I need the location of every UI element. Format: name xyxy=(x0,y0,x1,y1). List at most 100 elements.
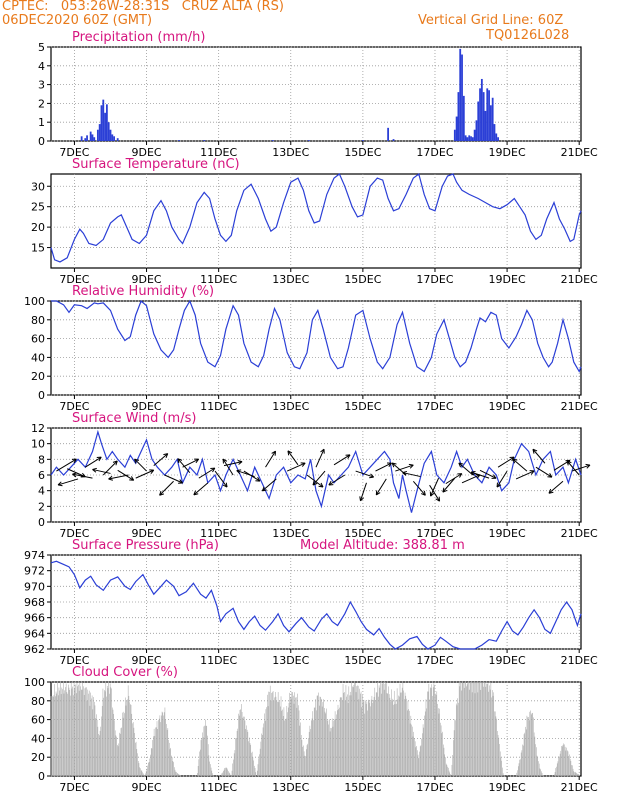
cloud-bar xyxy=(151,748,153,776)
pressure-ytick-label: 962 xyxy=(24,643,45,656)
pressure-xtick-label: 13DEC xyxy=(272,654,309,667)
precip-bar xyxy=(109,129,112,141)
cloud-bar xyxy=(418,758,420,776)
cloud-bar xyxy=(261,733,262,776)
cloud-bar xyxy=(381,683,383,776)
pressure-xtick-label: 7DEC xyxy=(59,654,89,667)
cloud-bar xyxy=(430,687,432,776)
wind-vector xyxy=(479,469,497,479)
temp-ytick-label: 20 xyxy=(31,221,45,234)
cloud-bar xyxy=(360,691,362,776)
cloud-bar xyxy=(476,682,478,776)
cloud-bar xyxy=(114,720,115,776)
cloud-bar xyxy=(179,775,181,776)
cloud-bar xyxy=(391,700,393,776)
cloud-bar xyxy=(142,772,143,776)
cloud-bar xyxy=(574,771,576,776)
precip-title: Precipitation (mm/h) xyxy=(72,30,205,45)
cloud-bar xyxy=(229,773,231,776)
precip-ytick-label: 3 xyxy=(38,79,45,92)
cloud-bar xyxy=(87,689,89,776)
cloud-bar xyxy=(108,682,109,776)
wind-vector xyxy=(164,474,183,484)
cloud-bar xyxy=(443,747,445,776)
cloud-bar xyxy=(296,707,298,776)
wind-ytick-label: 2 xyxy=(38,500,45,513)
cloud-bar xyxy=(249,743,251,776)
cloud-bar xyxy=(355,692,357,776)
rh-xtick-label: 7DEC xyxy=(59,400,89,413)
wind-vector-head xyxy=(96,456,102,462)
cloud-bar xyxy=(420,745,422,776)
temp-xtick-label: 7DEC xyxy=(59,273,89,286)
pressure-xtick-label: 11DEC xyxy=(200,654,237,667)
cloud-bar xyxy=(140,768,141,776)
wind-vector-head xyxy=(491,474,497,479)
cloud-bar xyxy=(404,699,405,776)
cloud-bar xyxy=(430,687,431,776)
cloud-bar xyxy=(236,737,237,776)
cloud-bar xyxy=(143,774,145,776)
cloud-bar xyxy=(282,715,284,776)
cloud-bar xyxy=(409,723,411,776)
cloud-bar xyxy=(57,695,59,776)
precip-bar xyxy=(489,105,492,141)
cloud-bar xyxy=(531,713,533,776)
wind-vector xyxy=(395,464,414,472)
cloud-bar xyxy=(336,714,337,776)
cloud-bar xyxy=(96,714,97,776)
cloud-bar xyxy=(523,734,525,776)
cloud-bar xyxy=(363,699,365,776)
cloud-bar xyxy=(135,741,137,776)
cloud-bar xyxy=(54,684,55,776)
cloud-bar xyxy=(451,764,453,776)
wind-title: Surface Wind (m/s) xyxy=(72,411,196,426)
cloud-bar xyxy=(308,738,309,776)
cloud-bar xyxy=(110,687,112,776)
cloud-bar xyxy=(577,774,579,776)
cloud-bar xyxy=(468,689,470,776)
cloud-bar xyxy=(419,746,421,776)
cloud-bar xyxy=(198,759,200,776)
cloud-bar xyxy=(179,774,180,776)
cloud-bar xyxy=(197,772,198,776)
cloud-bar xyxy=(358,699,360,776)
cloud-title: Cloud Cover (%) xyxy=(72,665,178,680)
cloud-bar xyxy=(462,682,464,776)
cloud-bar xyxy=(332,726,334,776)
cloud-bar xyxy=(134,732,135,776)
wind-vector xyxy=(262,478,277,492)
cloud-bar xyxy=(241,712,243,776)
cloud-bar xyxy=(103,697,104,776)
cloud-bar xyxy=(335,718,337,776)
cloud-bar xyxy=(78,690,80,776)
cloud-bar xyxy=(539,768,541,776)
cloud-bar xyxy=(405,695,407,776)
cloud-bar xyxy=(349,691,351,776)
cloud-bar xyxy=(99,730,101,776)
cloud-bar xyxy=(370,699,372,776)
cloud-bar xyxy=(522,744,523,776)
precip-bar xyxy=(484,110,487,141)
cloud-bar xyxy=(125,705,127,776)
wind-vector xyxy=(214,470,228,488)
cloud-bar xyxy=(315,699,316,776)
cloud-bar xyxy=(272,692,273,776)
wind-vector-head xyxy=(408,463,414,469)
cloud-bar xyxy=(254,767,256,776)
precip-xtick-label: 11DEC xyxy=(200,146,237,159)
cloud-bar xyxy=(502,767,503,776)
cloud-bar xyxy=(401,692,402,776)
wind-vector-head xyxy=(271,450,277,456)
cloud-bar xyxy=(104,690,105,776)
cloud-bar xyxy=(484,682,486,776)
cloud-bar xyxy=(244,720,246,776)
cloud-bar xyxy=(311,718,313,776)
cloud-bar xyxy=(571,765,572,776)
cloud-bar xyxy=(199,749,201,776)
precip-ytick-label: 1 xyxy=(38,116,45,129)
cloud-bar xyxy=(394,704,396,776)
wind-xtick-label: 17DEC xyxy=(416,527,453,540)
cloud-bar xyxy=(264,713,265,776)
cloud-bar xyxy=(349,695,350,776)
